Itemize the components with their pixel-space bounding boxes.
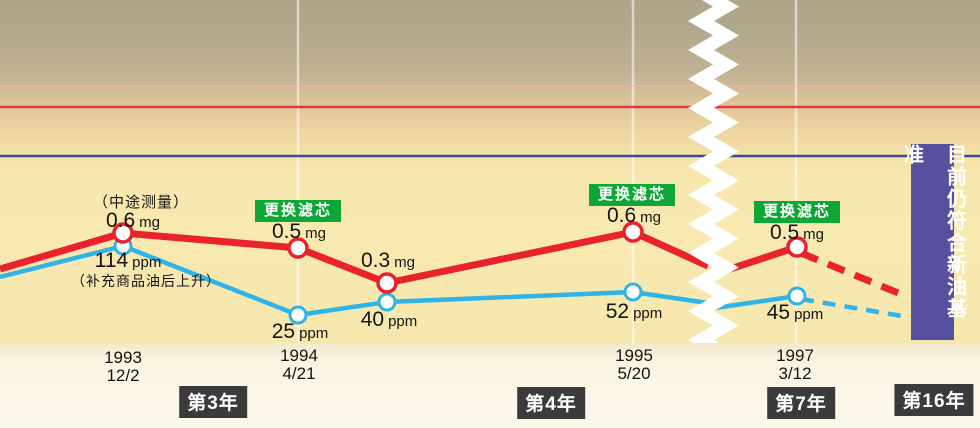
ppm-series-line (0, 243, 709, 318)
filter-change-badge: 更换滤芯 (753, 201, 841, 223)
ppm-value-label: 52 ppm (605, 300, 663, 323)
plot-background (0, 0, 980, 343)
x-tick-1995: 1995 5/20 (615, 346, 653, 383)
mg-value-label: 0.3 mg (360, 249, 416, 272)
mg-data-point (622, 221, 644, 243)
ppm-data-point (623, 282, 643, 302)
mg-projection-dashed (799, 249, 910, 301)
ppm-series-line (714, 293, 798, 311)
ppm-data-point (377, 292, 397, 312)
mg-data-point (786, 236, 808, 258)
filter-change-badge: 更换滤芯 (254, 200, 342, 222)
mg-series-line (0, 228, 710, 287)
mg-value-label: 0.5 mg (271, 220, 327, 243)
verdict-banner: 目前仍符合新油基准 (901, 144, 966, 340)
x-tick-1993: 1993 12/2 (104, 348, 142, 385)
ppm-data-point (787, 286, 807, 306)
x-tick-1997: 1997 3/12 (776, 346, 814, 383)
x-tick-1994: 1994 4/21 (280, 346, 318, 383)
year-badge-16: 第16年 (894, 384, 974, 416)
mg-value-label: 0.5 mg (769, 221, 825, 244)
filter-change-badge: 更换滤芯 (588, 184, 676, 206)
axis-break-zigzag (688, 0, 739, 343)
ppm-value-label: 40 ppm (360, 308, 418, 331)
year-badge-4: 第4年 (517, 387, 585, 419)
mg-data-point (112, 222, 134, 244)
ppm-projection-dashed (800, 296, 909, 320)
ppm-data-point (288, 305, 308, 325)
mg-data-point (376, 272, 398, 294)
oil-refill-rise-note: （补充商品油后上升） (71, 273, 221, 289)
mg-data-point (287, 237, 309, 259)
midway-measurement-note: （中途测量） (92, 194, 190, 211)
year-badge-7: 第7年 (767, 387, 835, 419)
ppm-value-label: 45 ppm (766, 301, 824, 324)
year-badge-3: 第3年 (179, 386, 247, 418)
mg-value-label: 0.6 mg (606, 204, 662, 227)
ppm-value-label: 25 ppm (271, 320, 329, 343)
mg-value-label: 0.6 mg (105, 209, 161, 232)
ppm-value-label: 114 ppm (94, 249, 162, 272)
